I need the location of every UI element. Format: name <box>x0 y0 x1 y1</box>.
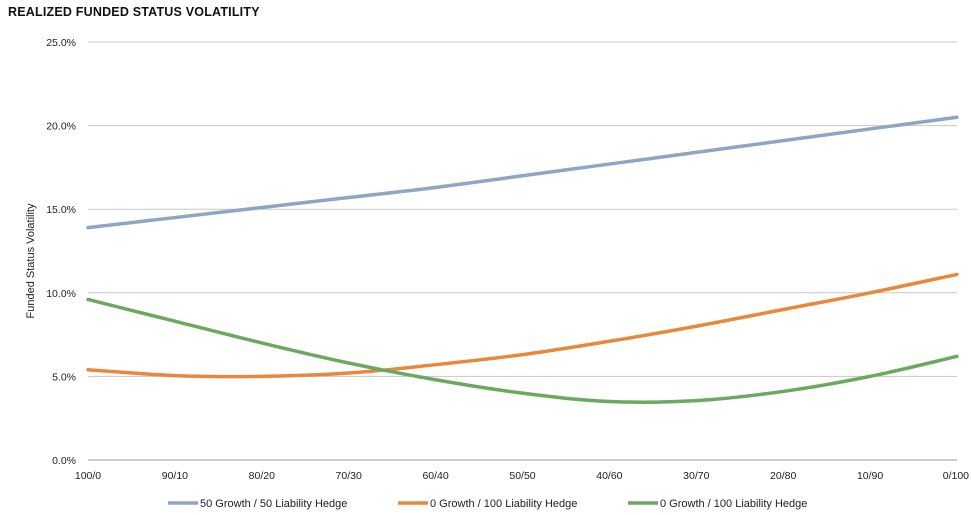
y-tick-label: 20.0% <box>46 121 76 133</box>
y-tick-label: 25.0% <box>46 37 76 49</box>
x-tick-label: 50/50 <box>509 470 535 482</box>
x-tick-label: 20/80 <box>770 470 796 482</box>
x-tick-label: 80/20 <box>249 470 275 482</box>
y-tick-label: 5.0% <box>52 371 76 383</box>
x-tick-label: 70/30 <box>336 470 362 482</box>
y-tick-label: 15.0% <box>46 204 76 216</box>
y-tick-label: 10.0% <box>46 288 76 300</box>
legend-label: 50 Growth / 50 Liability Hedge <box>200 498 347 510</box>
series-line-3 <box>86 297 959 405</box>
chart-title: REALIZED FUNDED STATUS VOLATILITY <box>8 5 260 19</box>
x-tick-label: 60/40 <box>422 470 448 482</box>
x-tick-label: 10/90 <box>857 470 883 482</box>
x-tick-label: 90/10 <box>162 470 188 482</box>
x-tick-label: 100/0 <box>75 470 101 482</box>
x-tick-label: 40/60 <box>596 470 622 482</box>
legend-label: 0 Growth / 100 Liability Hedge <box>430 498 577 510</box>
y-tick-label: 0.0% <box>52 455 76 467</box>
x-tick-label: 0/100 <box>943 470 969 482</box>
legend-label: 0 Growth / 100 Liability Hedge <box>660 498 807 510</box>
y-axis-title: Funded Status Volatility <box>25 203 37 318</box>
series-line-2 <box>86 272 959 379</box>
series-line-1 <box>86 115 959 230</box>
x-tick-label: 30/70 <box>683 470 709 482</box>
